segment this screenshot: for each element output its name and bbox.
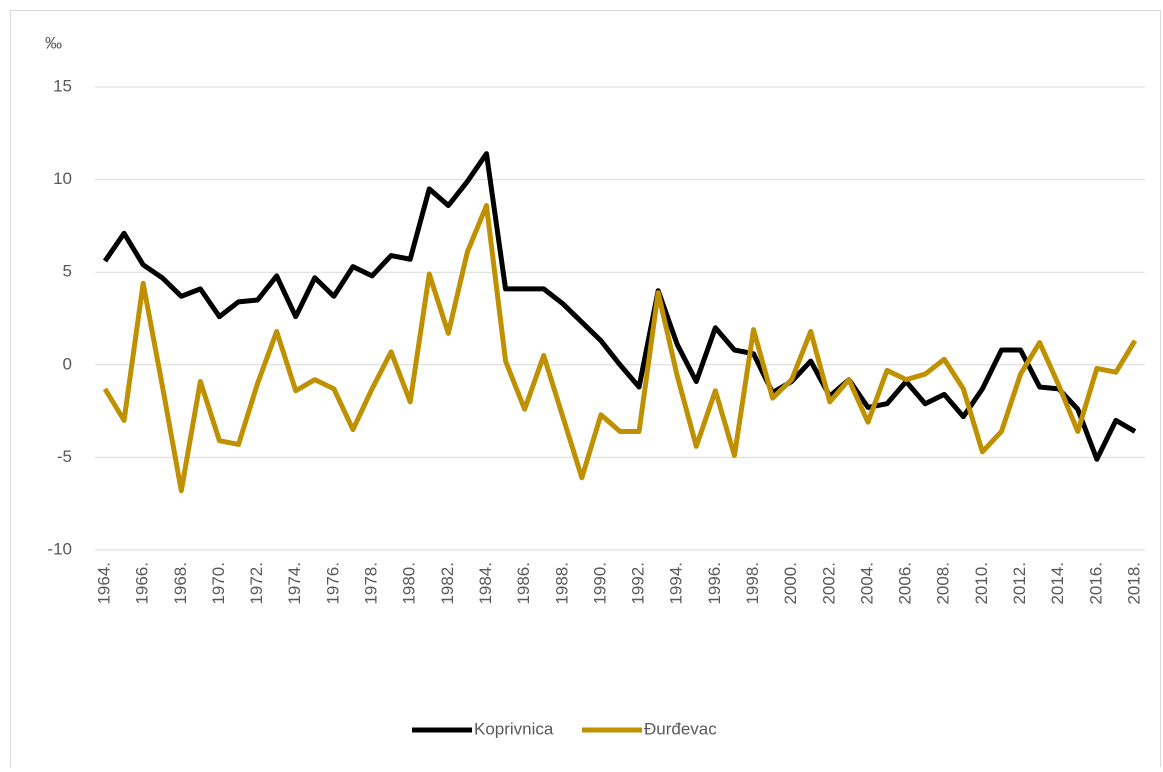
x-tick-label: 1988. xyxy=(552,562,571,605)
x-tick-label: 1976. xyxy=(323,562,342,605)
y-tick-label: 15 xyxy=(53,76,72,95)
x-tick-label: 2012. xyxy=(1010,562,1029,605)
x-tick-label: 2016. xyxy=(1086,562,1105,605)
x-tick-label: 1994. xyxy=(667,562,686,605)
y-tick-label: -5 xyxy=(57,447,72,466)
x-tick-label: 2010. xyxy=(972,562,991,605)
x-tick-label: 2004. xyxy=(857,562,876,605)
x-tick-label: 1986. xyxy=(514,562,533,605)
x-tick-label: 1964. xyxy=(94,562,113,605)
x-tick-label: 2002. xyxy=(819,562,838,605)
x-tick-label: 2018. xyxy=(1124,562,1143,605)
y-axis-label: ‰ xyxy=(45,33,62,52)
legend-label: Koprivnica xyxy=(474,719,554,738)
x-tick-label: 1998. xyxy=(743,562,762,605)
x-tick-label: 2000. xyxy=(781,562,800,605)
x-tick-label: 2014. xyxy=(1048,562,1067,605)
series-line xyxy=(102,203,1138,494)
x-tick-label: 1970. xyxy=(209,562,228,605)
y-tick-label: 0 xyxy=(63,354,72,373)
x-tick-label: 1972. xyxy=(247,562,266,605)
y-tick-label: -10 xyxy=(47,539,72,558)
x-tick-label: 1980. xyxy=(400,562,419,605)
x-tick-label: 1990. xyxy=(590,562,609,605)
x-tick-label: 1984. xyxy=(476,562,495,605)
x-tick-label: 1978. xyxy=(362,562,381,605)
x-tick-label: 1974. xyxy=(285,562,304,605)
series-line xyxy=(102,151,1137,462)
y-tick-label: 10 xyxy=(53,169,72,188)
x-tick-label: 1992. xyxy=(629,562,648,605)
x-tick-label: 1968. xyxy=(171,562,190,605)
x-tick-label: 1966. xyxy=(133,562,152,605)
chart-frame xyxy=(10,10,1161,771)
x-tick-label: 2006. xyxy=(896,562,915,605)
x-tick-label: 2008. xyxy=(934,562,953,605)
x-tick-label: 1996. xyxy=(705,562,724,605)
legend-label: Đurđevac xyxy=(644,719,717,738)
x-tick-label: 1982. xyxy=(438,562,457,605)
y-tick-label: 5 xyxy=(63,262,72,281)
